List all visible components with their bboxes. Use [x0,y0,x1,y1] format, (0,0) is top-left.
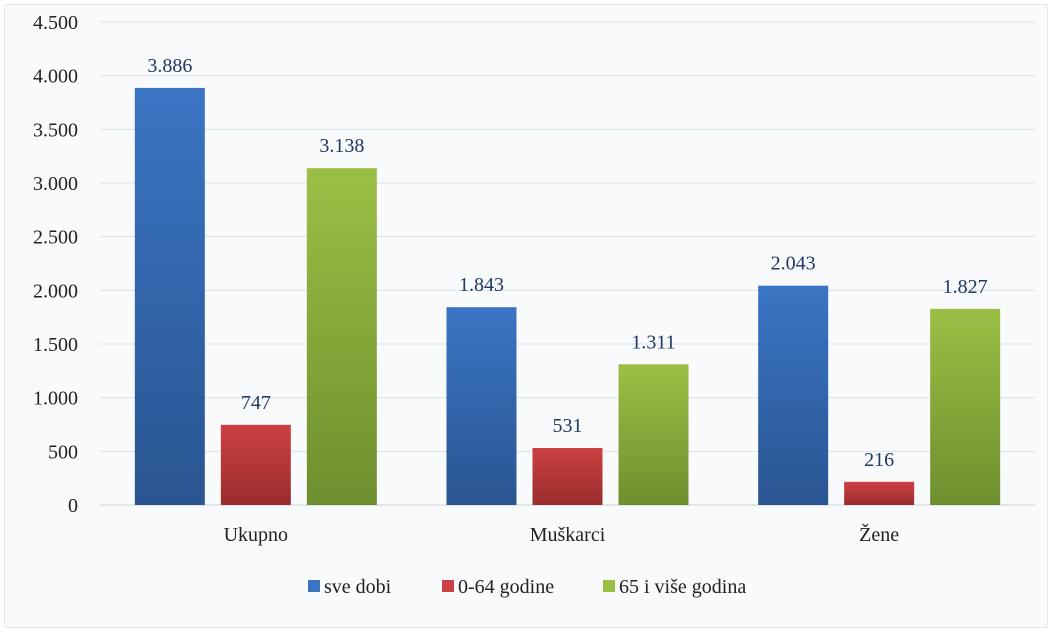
data-label: 747 [241,392,271,414]
data-label: 2.043 [771,253,816,275]
bar [758,285,829,505]
y-tick-label: 3.500 [33,119,78,141]
legend-swatch [308,580,320,592]
data-label: 1.827 [943,276,988,298]
bar [930,308,1001,505]
data-label: 1.843 [459,274,504,296]
data-label: 1.311 [631,331,675,353]
legend-label: 0-64 godine [458,576,554,598]
y-tick-label: 0 [68,495,78,517]
bars: 3.886 747 3.138 1.843 531 1.311 2.043 216 1.827 [134,55,1001,506]
data-label: 3.886 [147,55,192,77]
y-tick-label: 500 [48,441,78,463]
y-tick-label: 1.500 [33,334,78,356]
x-category-label: Ukupno [224,524,288,546]
data-label: 216 [864,449,894,471]
bar [134,87,205,506]
legend: sve dobi 0-64 godine 65 i više godina [308,576,746,598]
y-tick-label: 3.000 [33,173,78,195]
x-category-label: Žene [859,523,899,546]
bar [844,481,915,505]
y-tick-label: 1.000 [33,388,78,410]
legend-label: 65 i više godina [619,576,746,598]
legend-label: sve dobi [324,576,392,598]
y-tick-label: 2.500 [33,227,78,249]
x-axis: Ukupno Muškarci Žene [224,523,900,546]
legend-swatch [603,580,615,592]
legend-swatch [442,580,454,592]
x-category-label: Muškarci [530,524,606,546]
data-label: 531 [553,415,583,437]
bar [532,448,603,505]
bar [220,424,291,505]
bar [618,364,689,505]
data-label: 3.138 [319,135,364,157]
y-tick-label: 4.000 [33,66,78,88]
bar [306,168,377,506]
y-axis: 0 500 1.000 1.500 2.000 2.500 3.000 3.500 4.000 4… [33,12,78,517]
bar [446,307,517,505]
y-tick-label: 2.000 [33,280,78,302]
y-tick-label: 4.500 [33,12,78,34]
